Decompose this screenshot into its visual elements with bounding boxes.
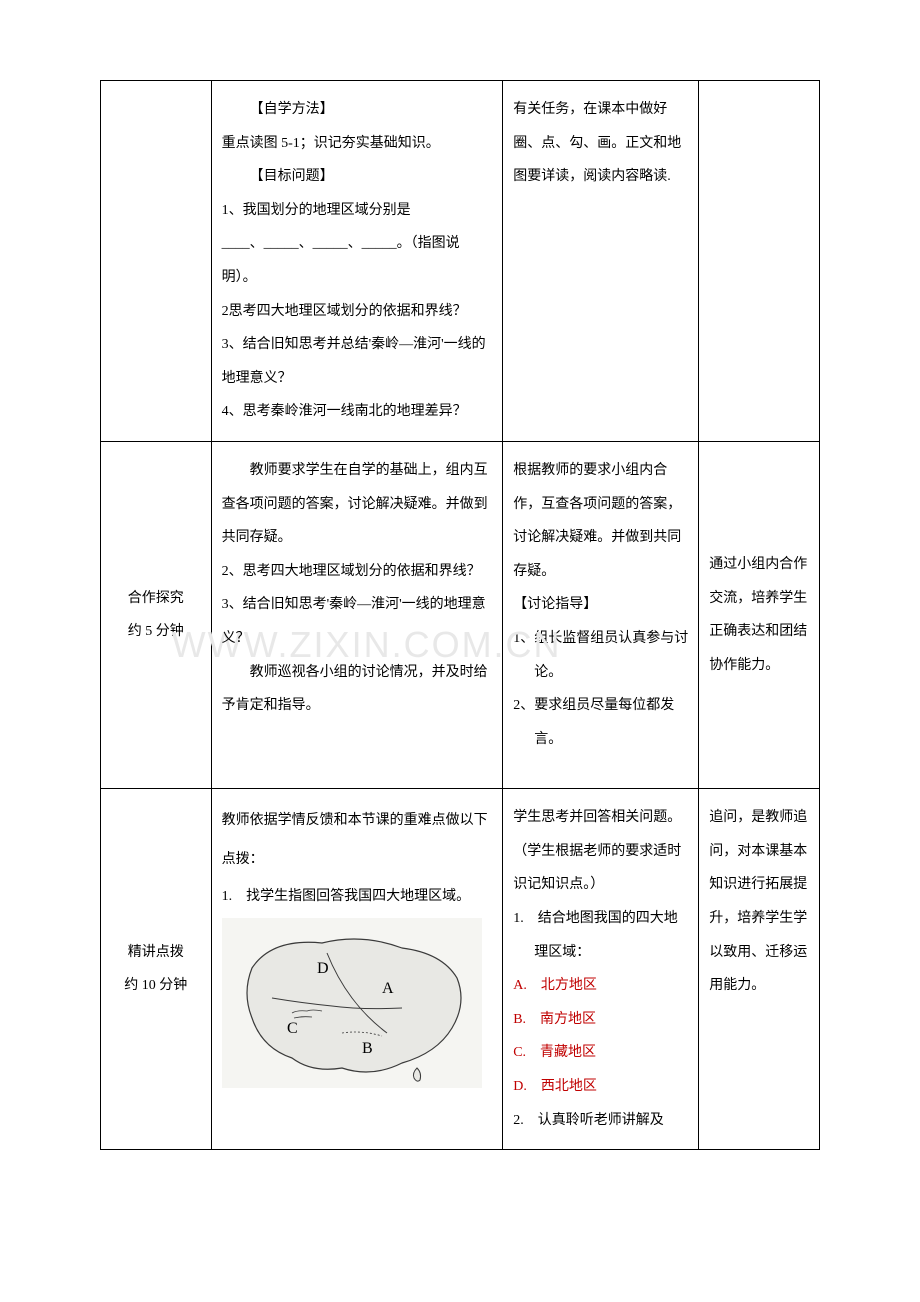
table-row: 合作探究 约 5 分钟 WWW.ZIXIN.COM.CN 教师要求学生在自学的基…	[101, 441, 820, 788]
region-intro: 1. 结合地图我国的四大地理区域：	[513, 902, 688, 969]
cooperation-purpose: 通过小组内合作交流，培养学生正确表达和团结协作能力。	[709, 548, 809, 682]
teacher-requirement: 教师要求学生在自学的基础上，组内互查各项问题的答案，讨论解决疑难。并做到共同存疑…	[222, 454, 493, 555]
cell-content: 教师依据学情反馈和本节课的重难点做以下点拨： 1. 找学生指图回答我国四大地理区…	[211, 789, 503, 1150]
teacher-patrol: 教师巡视各小组的讨论情况，并及时给予肯定和指导。	[222, 656, 493, 723]
table-row: 【自学方法】 重点读图 5-1；识记夯实基础知识。 【目标问题】 1、我国划分的…	[101, 81, 820, 442]
question-1b: ____、_____、_____、_____。（指图说明）。	[222, 227, 493, 294]
map-label-a: A	[382, 980, 394, 997]
cell-content: 追问，是教师追问，对本课基本知识进行拓展提升，培养学生学以致用、迁移运用能力。	[699, 789, 820, 1150]
self-study-method-heading: 【自学方法】	[222, 93, 493, 127]
follow-up-purpose: 追问，是教师追问，对本课基本知识进行拓展提升，培养学生学以致用、迁移运用能力。	[709, 801, 809, 1003]
option-a: A. 北方地区	[513, 969, 688, 1003]
cooperation-q2: 2、思考四大地理区域划分的依据和界线？	[222, 555, 493, 589]
cell-content: 【自学方法】 重点读图 5-1；识记夯实基础知识。 【目标问题】 1、我国划分的…	[211, 81, 503, 442]
question-2: 2思考四大地理区域划分的依据和界线？	[222, 295, 493, 329]
map-label-d: D	[317, 960, 329, 977]
cell-content: 根据教师的要求小组内合作，互查各项问题的答案，讨论解决疑难。并做到共同存疑。 【…	[503, 441, 699, 788]
method-text: 重点读图 5-1；识记夯实基础知识。	[222, 127, 493, 161]
cell-content	[699, 81, 820, 442]
phase-title: 精讲点拨	[111, 936, 201, 970]
discussion-guide-heading: 【讨论指导】	[513, 588, 688, 622]
map-label-b: B	[362, 1040, 373, 1057]
cell-content: 有关任务，在课本中做好圈、点、勾、画。正文和地图要详读，阅读内容略读.	[503, 81, 699, 442]
cooperation-q3: 3、结合旧知思考'秦岭—淮河'一线的地理意义？	[222, 588, 493, 655]
phase-title: 合作探究	[111, 582, 201, 616]
guide-item-1: 1、组长监督组员认真参与讨论。	[513, 622, 688, 689]
cell-label	[101, 81, 212, 442]
cell-content: 学生思考并回答相关问题。（学生根据老师的要求适时识记知识点。） 1. 结合地图我…	[503, 789, 699, 1150]
question-4: 4、思考秦岭淮河一线南北的地理差异？	[222, 395, 493, 429]
question-1a: 1、我国划分的地理区域分别是	[222, 194, 493, 228]
listen-item: 2. 认真聆听老师讲解及	[513, 1104, 688, 1138]
task-instruction: 有关任务，在课本中做好圈、点、勾、画。正文和地图要详读，阅读内容略读.	[513, 93, 688, 194]
cell-content: 通过小组内合作交流，培养学生正确表达和团结协作能力。	[699, 441, 820, 788]
target-question-heading: 【目标问题】	[222, 160, 493, 194]
phase-duration: 约 5 分钟	[111, 615, 201, 649]
question-3: 3、结合旧知思考并总结'秦岭—淮河'一线的地理意义？	[222, 328, 493, 395]
map-label-c: C	[287, 1020, 298, 1037]
group-cooperation: 根据教师的要求小组内合作，互查各项问题的答案，讨论解决疑难。并做到共同存疑。	[513, 454, 688, 588]
point-1: 1. 找学生指图回答我国四大地理区域。	[222, 880, 493, 914]
option-c: C. 青藏地区	[513, 1036, 688, 1070]
teacher-feedback: 教师依据学情反馈和本节课的重难点做以下点拨：	[222, 801, 493, 879]
table-row: 精讲点拨 约 10 分钟 教师依据学情反馈和本节课的重难点做以下点拨： 1. 找…	[101, 789, 820, 1150]
china-map: A B C D	[222, 918, 482, 1088]
cell-content: WWW.ZIXIN.COM.CN 教师要求学生在自学的基础上，组内互查各项问题的…	[211, 441, 503, 788]
guide-item-2: 2、要求组员尽量每位都发言。	[513, 689, 688, 756]
cell-label: 合作探究 约 5 分钟	[101, 441, 212, 788]
cell-label: 精讲点拨 约 10 分钟	[101, 789, 212, 1150]
student-thinking: 学生思考并回答相关问题。（学生根据老师的要求适时识记知识点。）	[513, 801, 688, 902]
option-d: D. 西北地区	[513, 1070, 688, 1104]
option-b: B. 南方地区	[513, 1003, 688, 1037]
phase-duration: 约 10 分钟	[111, 969, 201, 1003]
